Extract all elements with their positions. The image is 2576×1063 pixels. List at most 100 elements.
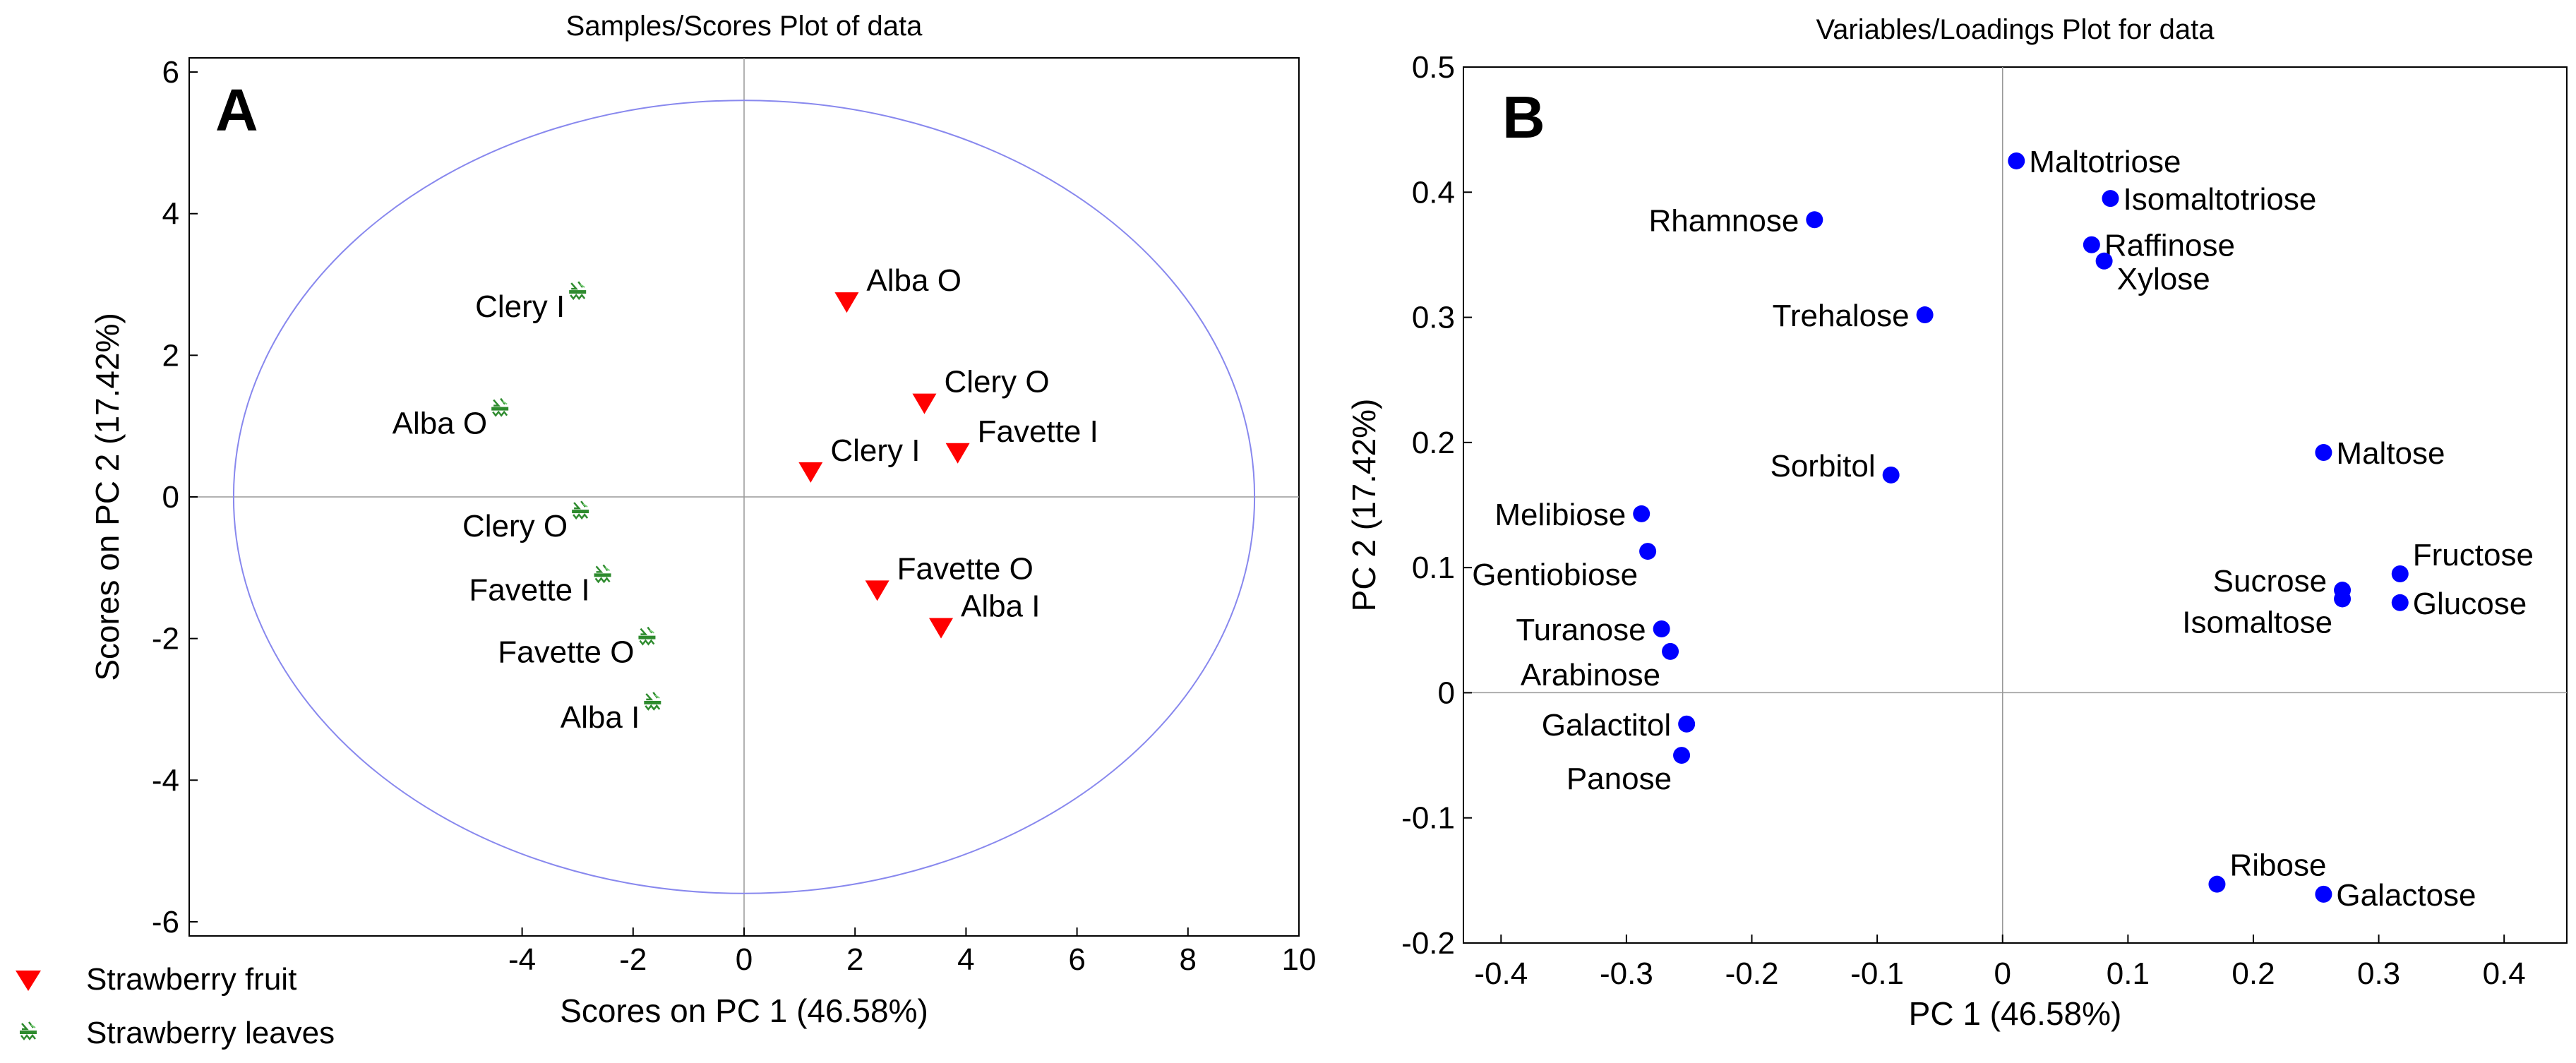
triangle-down-icon	[945, 443, 970, 464]
point-label: Favette O	[897, 551, 1034, 586]
point-label: Maltose	[2336, 436, 2445, 471]
point-label: Alba O	[393, 407, 488, 441]
y-tick-label: 0.4	[1412, 175, 1455, 210]
loading-marker	[2334, 590, 2352, 608]
point-label: Sorbitol	[1770, 449, 1875, 484]
point-label: Glucose	[2413, 587, 2527, 621]
loading-point-maltotriose: Maltotriose	[2008, 145, 2181, 179]
y-tick-label: 0.5	[1412, 50, 1455, 85]
loading-marker	[1916, 306, 1934, 324]
loading-point-fructose: Fructose	[2391, 538, 2534, 583]
y-tick-label: -2	[152, 622, 179, 656]
loading-point-ribose: Ribose	[2208, 848, 2326, 893]
y-tick-label: 0	[1438, 675, 1455, 710]
loading-marker	[1882, 466, 1900, 484]
point-label: Favette O	[498, 635, 634, 670]
point-label: Ribose	[2229, 848, 2326, 883]
loading-marker	[2095, 252, 2113, 270]
leaves-point-alba-i: Alba I	[561, 692, 661, 735]
point-label: Gentiobiose	[1472, 558, 1638, 592]
x-tick-label: 0.2	[2231, 956, 2275, 991]
triangle-down-icon	[798, 462, 823, 483]
loading-point-sucrose: Sucrose	[2213, 564, 2352, 599]
legend: Strawberry fruit Strawberry leaves	[16, 962, 335, 1050]
point-label: Rhamnose	[1649, 203, 1799, 238]
panel-b-x-ticks: -0.4 -0.3 -0.2 -0.1 0 0.1 0.2 0.3 0.4	[1474, 935, 2526, 991]
panel-b-title: Variables/Loadings Plot for data	[1816, 14, 2215, 45]
point-label: Clery I	[830, 433, 920, 468]
loading-marker	[2391, 594, 2409, 611]
loading-marker	[1678, 715, 1696, 733]
y-tick-label: 0.3	[1412, 301, 1455, 335]
legend-label-strawberry-fruit: Strawberry fruit	[86, 962, 296, 997]
triangle-down-icon	[929, 618, 954, 639]
loading-point-glucose: Glucose	[2391, 587, 2527, 621]
y-tick-label: 2	[162, 338, 179, 373]
loading-marker	[2083, 236, 2100, 253]
legend-item-strawberry-fruit: Strawberry fruit	[16, 962, 296, 997]
panel-a-scores-plot: Samples/Scores Plot of data A -4 -2 0 2 4 6 8 1…	[16, 11, 1316, 1050]
y-tick-label: 4	[162, 197, 179, 232]
loading-marker	[2315, 444, 2332, 462]
leaves-point-alba-o: Alba O	[393, 397, 509, 441]
point-label: Sucrose	[2213, 564, 2327, 599]
point-label: Clery O	[462, 509, 568, 543]
panel-a-title: Samples/Scores Plot of data	[566, 11, 923, 42]
x-tick-label: 10	[1282, 942, 1317, 977]
point-label: Panose	[1566, 762, 1672, 796]
leaf-icon	[644, 692, 661, 711]
fruit-point-clery-o: Clery O	[912, 365, 1050, 414]
loading-point-maltose: Maltose	[2315, 436, 2445, 471]
loading-marker	[1639, 543, 1657, 560]
fruit-point-favette-o: Favette O	[865, 551, 1034, 601]
leaf-icon	[491, 397, 509, 417]
leaf-icon	[20, 1021, 37, 1041]
x-tick-label: -4	[508, 942, 536, 977]
x-tick-label: -0.4	[1474, 956, 1528, 991]
leaf-icon	[638, 626, 656, 646]
loading-point-xylose: Xylose	[2095, 252, 2210, 296]
leaf-icon	[569, 281, 587, 301]
loading-point-gentiobiose: Gentiobiose	[1472, 543, 1657, 592]
panel-a-x-ticks: -4 -2 0 2 4 6 8 10	[508, 927, 1316, 977]
x-tick-label: 6	[1068, 942, 1085, 977]
point-label: Alba I	[961, 589, 1041, 624]
triangle-down-icon	[865, 580, 889, 601]
fruit-point-clery-i: Clery I	[798, 433, 920, 483]
y-tick-label: -0.1	[1401, 801, 1455, 836]
loading-point-rhamnose: Rhamnose	[1649, 203, 1823, 238]
loading-point-arabinose: Arabinose	[1521, 642, 1679, 692]
point-label: Alba O	[866, 263, 961, 298]
point-label: Clery O	[944, 365, 1049, 400]
point-label: Trehalose	[1773, 299, 1910, 333]
panel-a-x-axis-label: Scores on PC 1 (46.58%)	[560, 992, 928, 1029]
legend-item-strawberry-leaves: Strawberry leaves	[20, 1016, 335, 1050]
point-label: Maltotriose	[2029, 145, 2181, 179]
x-tick-label: -0.2	[1725, 956, 1779, 991]
loading-marker	[1633, 505, 1651, 522]
point-label: Alba I	[561, 700, 640, 735]
point-label: Galactose	[2336, 878, 2476, 913]
loading-marker	[2391, 565, 2409, 583]
fruit-point-alba-o: Alba O	[834, 263, 961, 313]
x-tick-label: -0.1	[1850, 956, 1904, 991]
point-label: Clery I	[475, 289, 565, 324]
loading-point-raffinose: Raffinose	[2083, 229, 2235, 263]
point-label: Xylose	[2117, 262, 2210, 296]
point-label: Favette I	[978, 414, 1098, 449]
y-tick-label: 0.2	[1412, 426, 1455, 460]
x-tick-label: 0.4	[2483, 956, 2526, 991]
leaves-point-clery-o: Clery O	[462, 500, 589, 543]
y-tick-label: -4	[152, 763, 179, 798]
loading-marker	[1662, 642, 1679, 660]
leaf-icon	[572, 500, 589, 520]
panel-b-loadings-plot: Variables/Loadings Plot for data B -0.4-…	[1346, 14, 2568, 1032]
panel-a-y-axis-label: Scores on PC 2 (17.42%)	[89, 313, 126, 681]
point-label: Isomaltose	[2182, 605, 2332, 639]
x-tick-label: 0	[736, 942, 753, 977]
point-label: Turanose	[1516, 613, 1646, 647]
x-tick-label: -0.3	[1600, 956, 1653, 991]
